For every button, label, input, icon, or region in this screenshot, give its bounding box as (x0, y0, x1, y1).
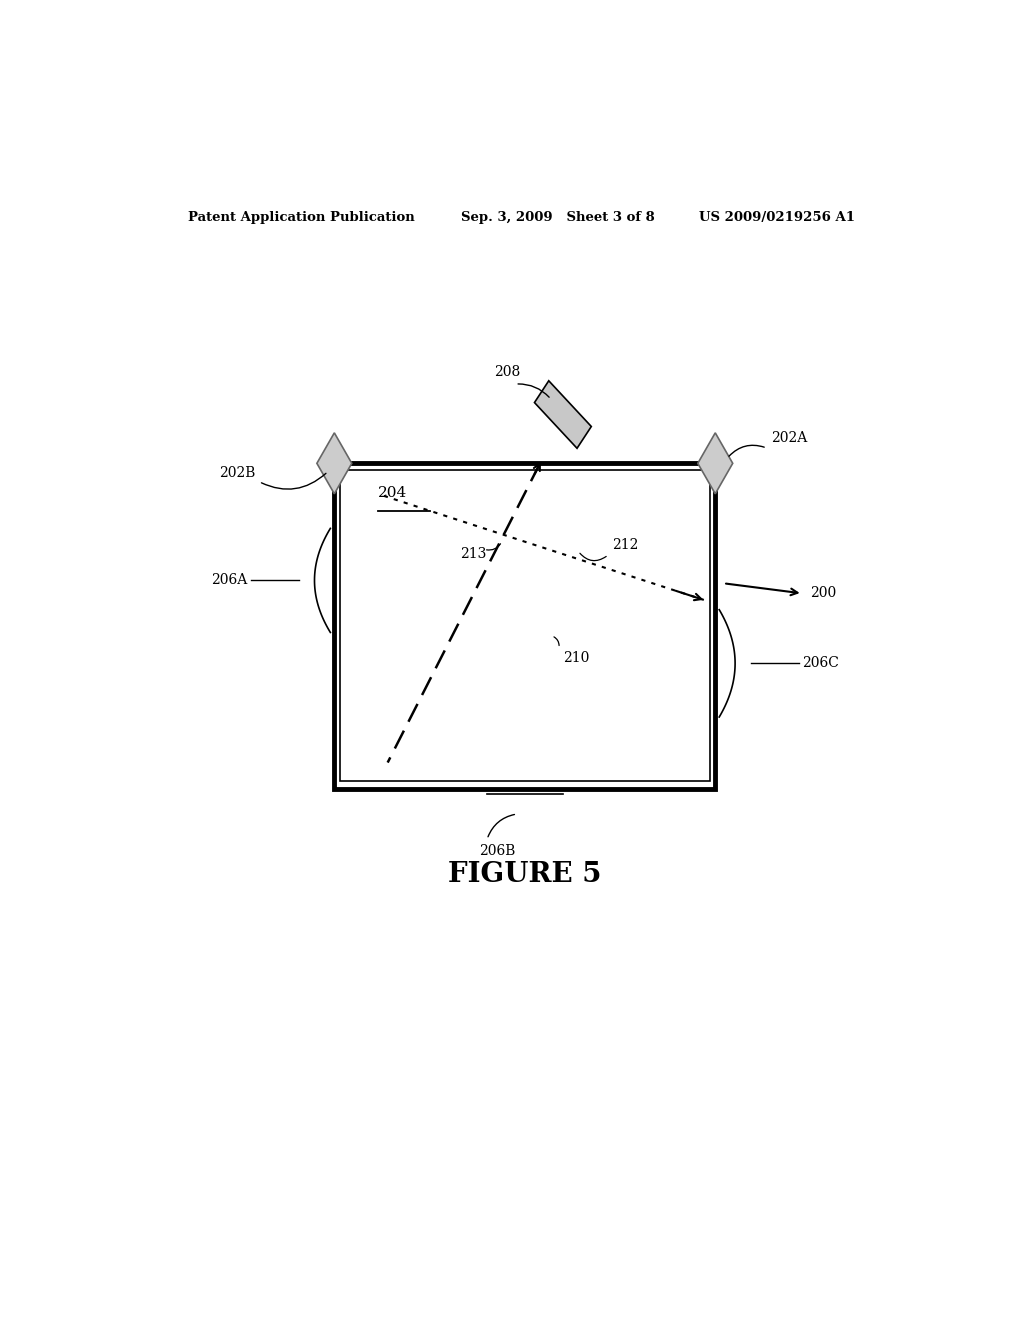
Polygon shape (535, 380, 591, 449)
Text: 202A: 202A (771, 430, 807, 445)
Text: 213: 213 (460, 548, 486, 561)
Text: 206C: 206C (803, 656, 840, 671)
Text: Patent Application Publication: Patent Application Publication (187, 211, 415, 224)
Text: Sep. 3, 2009   Sheet 3 of 8: Sep. 3, 2009 Sheet 3 of 8 (461, 211, 655, 224)
Polygon shape (697, 433, 733, 494)
Text: 200: 200 (811, 586, 837, 601)
Text: 208: 208 (495, 364, 520, 379)
Text: FIGURE 5: FIGURE 5 (449, 862, 601, 888)
Text: 212: 212 (612, 537, 639, 552)
Text: 202B: 202B (218, 466, 255, 480)
Text: 210: 210 (563, 652, 589, 665)
Bar (340, 470, 710, 781)
Bar (334, 463, 715, 788)
Text: 204: 204 (378, 486, 408, 500)
Text: US 2009/0219256 A1: US 2009/0219256 A1 (699, 211, 855, 224)
Text: 206A: 206A (211, 573, 247, 587)
Polygon shape (316, 433, 352, 494)
Text: 206B: 206B (479, 845, 515, 858)
